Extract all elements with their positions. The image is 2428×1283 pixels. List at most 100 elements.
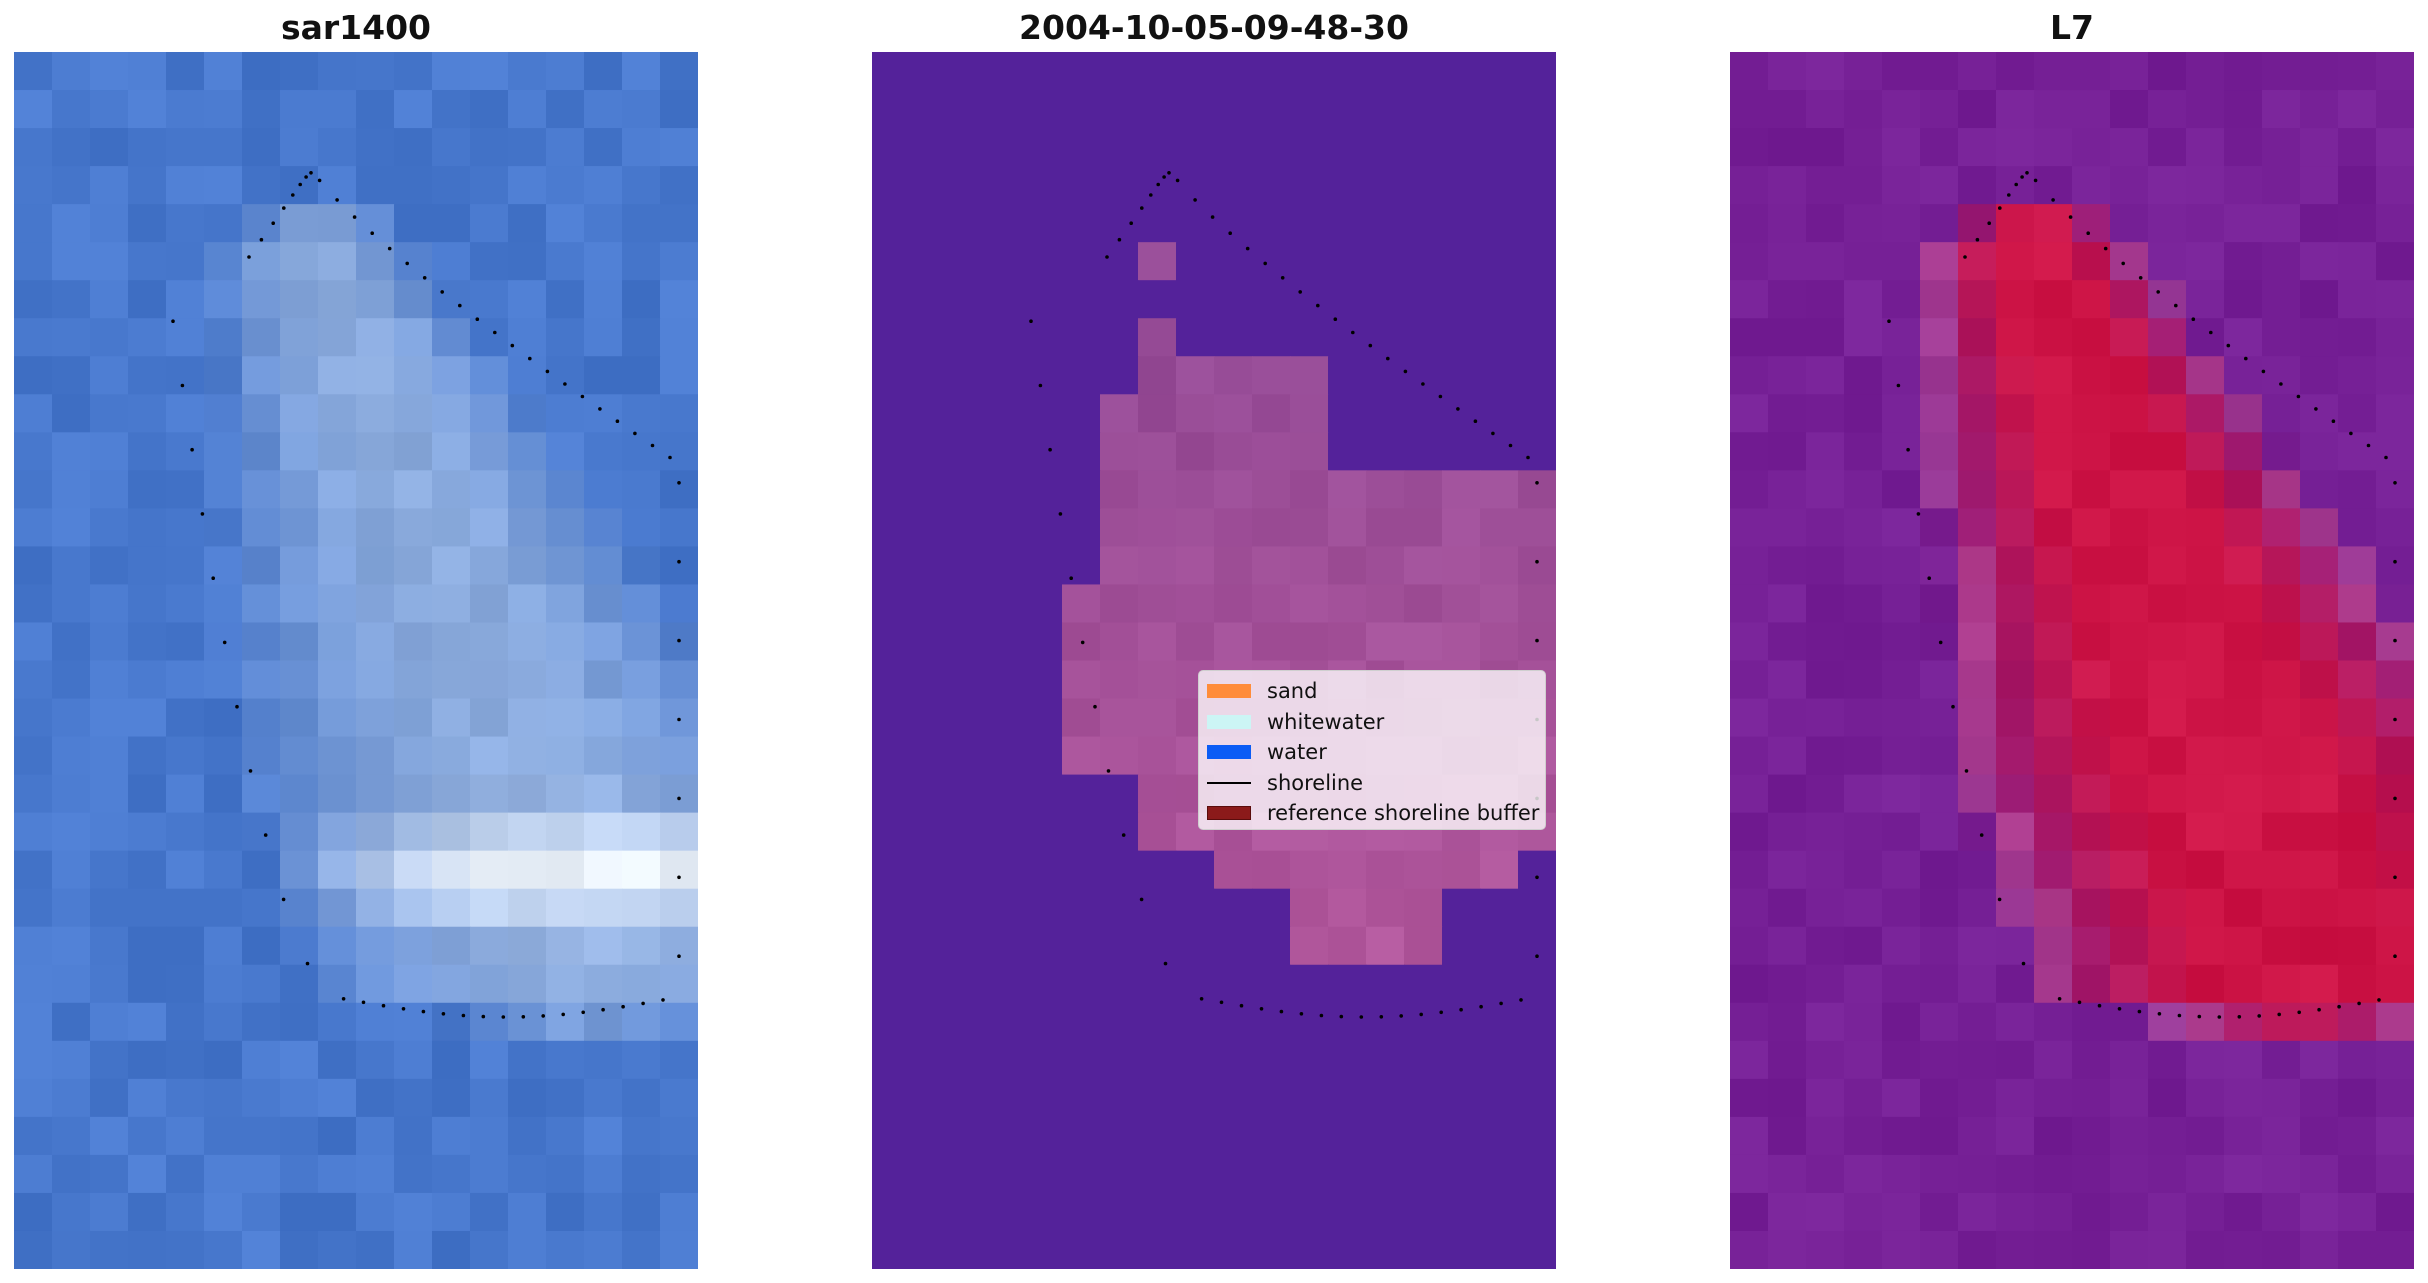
shoreline-dot	[1359, 1015, 1364, 1019]
image-pixel	[280, 90, 319, 129]
image-pixel	[986, 1002, 1025, 1042]
image-pixel	[2186, 90, 2225, 129]
shoreline-dot	[1149, 193, 1153, 197]
image-pixel	[948, 242, 987, 281]
shoreline-dot	[1298, 290, 1302, 294]
image-pixel	[546, 432, 585, 471]
image-pixel	[622, 736, 661, 776]
image-pixel	[470, 508, 509, 548]
image-pixel	[1518, 394, 1556, 433]
image-pixel	[1518, 90, 1556, 129]
image-pixel	[1844, 90, 1883, 129]
image-pixel	[90, 1002, 129, 1042]
image-pixel	[90, 1154, 129, 1194]
image-pixel	[2034, 812, 2073, 852]
shoreline-dot	[1058, 512, 1063, 516]
image-pixel	[1290, 1116, 1329, 1156]
image-pixel	[2300, 1230, 2339, 1269]
image-pixel	[2148, 736, 2187, 776]
image-pixel	[508, 850, 547, 890]
image-pixel	[1062, 888, 1101, 928]
image-pixel	[280, 622, 319, 662]
image-pixel	[2186, 850, 2225, 890]
image-pixel	[948, 1040, 987, 1080]
image-pixel	[356, 926, 395, 966]
image-pixel	[622, 774, 661, 814]
image-pixel	[508, 1040, 547, 1080]
image-pixel	[356, 52, 395, 91]
image-pixel	[948, 888, 987, 928]
image-pixel	[584, 698, 623, 738]
image-pixel	[1404, 242, 1443, 281]
image-pixel	[1024, 964, 1063, 1004]
image-pixel	[2186, 584, 2225, 624]
image-pixel	[508, 432, 547, 471]
shoreline-dot	[1228, 231, 1232, 235]
image-pixel	[2338, 204, 2377, 243]
image-pixel	[1844, 888, 1883, 928]
shoreline-dot	[2366, 443, 2371, 448]
image-pixel	[1518, 1040, 1556, 1080]
image-pixel	[394, 812, 433, 852]
image-pixel	[1252, 204, 1291, 243]
image-pixel	[1442, 1154, 1481, 1194]
image-pixel	[2300, 584, 2339, 624]
shoreline-dot	[352, 215, 357, 219]
shoreline-dot	[1403, 369, 1408, 374]
image-pixel	[1518, 204, 1556, 243]
image-pixel	[584, 1230, 623, 1269]
shoreline-dot	[581, 1010, 585, 1015]
shoreline-dot	[481, 1014, 486, 1019]
image-pixel	[1176, 508, 1215, 548]
image-pixel	[2224, 432, 2263, 471]
image-pixel	[986, 964, 1025, 1004]
image-pixel	[872, 128, 911, 167]
image-pixel	[660, 90, 698, 129]
image-pixel	[204, 1002, 243, 1042]
image-pixel	[1730, 888, 1769, 928]
image-pixel	[1290, 546, 1329, 586]
image-pixel	[1138, 432, 1177, 471]
image-pixel	[2224, 318, 2263, 357]
image-pixel	[2148, 1116, 2187, 1156]
image-pixel	[1252, 1116, 1291, 1156]
shoreline-dot	[1239, 1003, 1244, 1008]
image-pixel	[910, 546, 949, 586]
image-pixel	[2224, 1040, 2263, 1080]
image-pixel	[2300, 52, 2339, 91]
image-pixel	[2148, 128, 2187, 167]
shoreline-dot	[677, 559, 681, 564]
image-pixel	[1920, 774, 1959, 814]
image-pixel	[622, 1040, 661, 1080]
image-pixel	[1328, 52, 1367, 91]
image-pixel	[2186, 166, 2225, 205]
image-pixel	[90, 356, 129, 395]
image-pixel	[1806, 698, 1845, 738]
image-pixel	[660, 318, 698, 357]
shoreline-dot	[1535, 638, 1539, 643]
image-pixel	[2376, 926, 2414, 966]
image-pixel	[318, 774, 357, 814]
image-pixel	[1100, 1230, 1139, 1269]
image-pixel	[280, 470, 319, 509]
image-pixel	[1768, 926, 1807, 966]
image-pixel	[1920, 318, 1959, 357]
image-pixel	[1518, 1230, 1556, 1269]
image-pixel	[1442, 1040, 1481, 1080]
image-pixel	[394, 584, 433, 624]
image-pixel	[546, 280, 585, 319]
image-pixel	[584, 1116, 623, 1156]
image-pixel	[2262, 1040, 2301, 1080]
image-pixel	[2148, 1078, 2187, 1118]
image-pixel	[1290, 584, 1329, 624]
image-pixel	[1480, 1154, 1519, 1194]
image-pixel	[872, 660, 911, 700]
image-pixel	[90, 660, 129, 700]
image-pixel	[1996, 128, 2035, 167]
image-pixel	[872, 470, 911, 509]
image-pixel	[394, 774, 433, 814]
image-pixel	[1176, 1116, 1215, 1156]
image-pixel	[2300, 394, 2339, 433]
image-pixel	[2186, 812, 2225, 852]
image-pixel	[1442, 128, 1481, 167]
